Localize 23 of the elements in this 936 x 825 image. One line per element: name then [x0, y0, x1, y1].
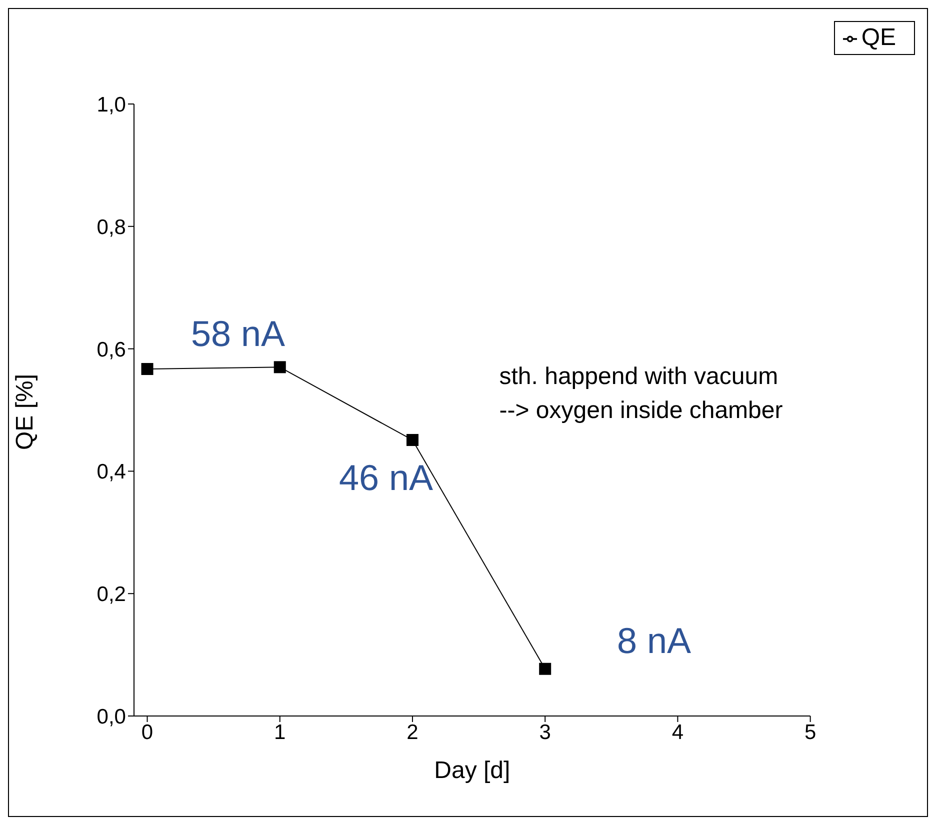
point	[141, 362, 154, 375]
x-tick-label: 2	[406, 720, 418, 744]
point	[539, 662, 552, 675]
x-tick-label: 1	[274, 720, 286, 744]
y-tick-label: 0,6	[96, 338, 126, 362]
x-tick-label: 0	[141, 720, 154, 744]
x-tick-label: 4	[672, 720, 684, 744]
y-tick-label: 0,0	[96, 705, 126, 728]
annotation: sth. happend with vacuum --> oxygen inside chamber	[499, 362, 783, 426]
point	[274, 361, 286, 374]
y-axis-title: QE [%]	[12, 374, 39, 450]
y-tick-label: 0,8	[96, 216, 126, 239]
x-tick-label: 3	[539, 720, 551, 744]
y-tick-label: 1,0	[96, 93, 126, 116]
x-tick-label: 5	[804, 720, 816, 744]
annotation: 8 nA	[616, 620, 692, 661]
legend-label: QE	[861, 24, 896, 51]
y-tick-label: 0,4	[96, 460, 126, 484]
x-axis-title: Day [d]	[434, 757, 510, 784]
annotation: 46 nA	[338, 457, 434, 498]
annotation: 58 nA	[190, 313, 286, 354]
y-tick-label: 0,2	[96, 583, 126, 606]
point	[406, 434, 418, 446]
